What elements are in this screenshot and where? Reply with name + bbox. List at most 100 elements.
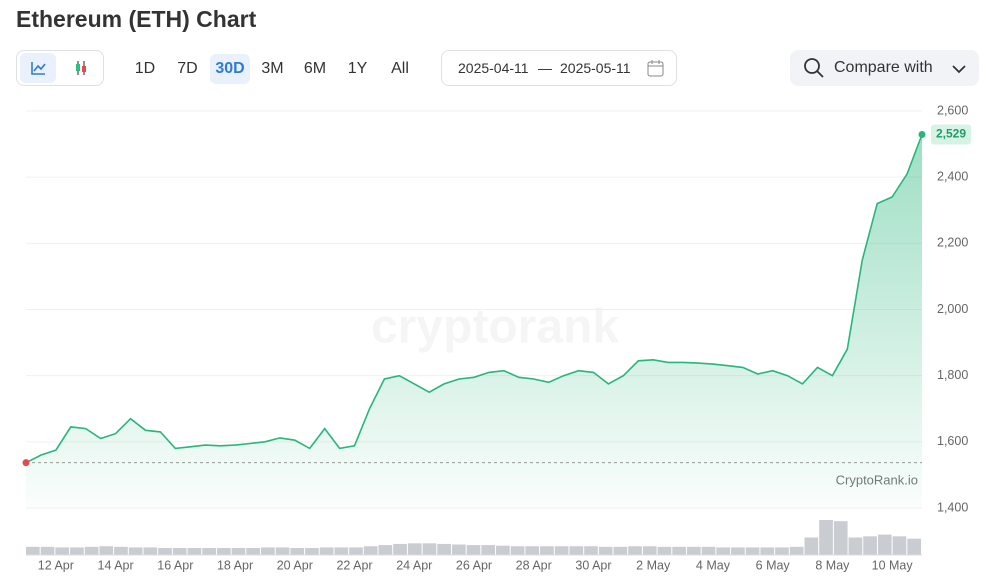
volume-bar (907, 538, 921, 555)
volume-bar (216, 548, 231, 555)
search-icon (804, 58, 824, 78)
volume-bar (437, 543, 451, 555)
x-tick-label: 30 Apr (575, 558, 611, 572)
volume-bar (261, 547, 275, 555)
volume-bar (584, 546, 598, 555)
volume-bar (422, 543, 437, 555)
volume-bar (657, 546, 672, 555)
volume-bar (231, 548, 246, 555)
x-tick-label: 28 Apr (516, 558, 552, 572)
volume-bar (877, 534, 892, 555)
x-tick-label: 14 Apr (98, 558, 134, 572)
volume-bar (496, 545, 510, 555)
volume-bar (451, 544, 466, 555)
x-tick-label: 26 Apr (456, 558, 492, 572)
x-tick-label: 16 Apr (157, 558, 193, 572)
volume-bar (789, 546, 804, 555)
y-tick-label: 1,400 (937, 500, 968, 514)
volume-bar (569, 546, 584, 555)
date-separator: — (538, 60, 552, 76)
volume-bar (892, 536, 907, 555)
volume-bar (172, 548, 187, 555)
volume-bar (363, 546, 378, 555)
volume-bar (114, 546, 128, 555)
volume-bar (628, 546, 642, 555)
volume-bar (745, 547, 760, 555)
volume-bar (202, 548, 216, 555)
watermark: cryptorank (371, 301, 619, 354)
volume-bar (540, 546, 554, 555)
range-button[interactable]: 6M (303, 60, 327, 77)
volume-bar (672, 546, 686, 555)
volume-bar (55, 547, 70, 555)
volume-bar (158, 548, 172, 555)
range-button[interactable]: 3M (261, 60, 284, 77)
last-badge (931, 124, 971, 145)
volume-bar (554, 546, 569, 555)
x-tick-label: 20 Apr (277, 558, 313, 572)
volume-bar (378, 545, 393, 555)
start-dot (22, 459, 30, 467)
chart-type-switch (16, 50, 104, 86)
volume-bar (686, 546, 701, 555)
volume-bar (525, 546, 540, 555)
x-tick-label: 2 May (636, 558, 671, 572)
volume-bar (187, 548, 202, 555)
x-tick-label: 18 Apr (217, 558, 253, 572)
date-from: 2025-04-11 (458, 60, 529, 76)
volume-bar (290, 548, 305, 555)
range-button[interactable]: 30D (210, 54, 250, 84)
date-range[interactable]: 2025-04-11 — 2025-05-11 (441, 50, 677, 86)
calendar-icon (647, 60, 664, 77)
x-tick-label: 4 May (696, 558, 731, 572)
date-to: 2025-05-11 (560, 60, 631, 76)
area (26, 134, 922, 508)
range-button[interactable]: 1D (134, 60, 156, 77)
volume-bar (466, 545, 481, 555)
y-tick-label: 2,200 (937, 236, 968, 250)
volume-bar (731, 547, 745, 555)
x-tick-label: 12 Apr (38, 558, 74, 572)
volume-bar (99, 546, 114, 555)
y-tick-label: 2,000 (937, 302, 968, 316)
title: Ethereum (ETH) Chart (16, 6, 257, 32)
volume-bar (143, 547, 158, 555)
compare-button[interactable]: Compare with (790, 50, 979, 86)
volume-bar (275, 547, 290, 555)
volume-bar (246, 548, 261, 555)
volume-bar (804, 537, 819, 555)
volume-bar (305, 548, 319, 555)
volume-bar (26, 546, 40, 555)
range-button[interactable]: All (391, 60, 409, 77)
x-tick-label: 6 May (756, 558, 791, 572)
volume-bar (775, 547, 789, 555)
volume-bar (819, 520, 833, 555)
credit: CryptoRank.io (836, 472, 918, 487)
volume-bar (833, 521, 848, 555)
last-dot (918, 130, 926, 138)
line-chart-button[interactable] (20, 53, 56, 83)
volume-bar (510, 546, 525, 555)
volume-bar (863, 536, 877, 555)
range-button[interactable]: 7D (177, 60, 198, 77)
volume-bar (70, 547, 84, 555)
volume-bar (84, 546, 99, 555)
volume-bar (613, 546, 628, 555)
volume-bar (349, 547, 363, 555)
range-button[interactable]: 1Y (347, 60, 368, 77)
x-tick-label: 22 Apr (336, 558, 372, 572)
volume-bar (481, 545, 496, 555)
y-tick-label: 1,600 (937, 434, 968, 448)
y-tick-label: 2,400 (937, 169, 968, 183)
price-line (25, 134, 923, 464)
x-tick-label: 24 Apr (396, 558, 432, 572)
candle-chart-button[interactable] (63, 53, 99, 83)
volume-bar (128, 547, 143, 555)
x-tick-label: 10 May (872, 558, 914, 572)
last-value-label: 2,529 (936, 127, 966, 141)
volume-bar (319, 547, 334, 555)
x-tick-label: 8 May (815, 558, 850, 572)
y-tick-label: 1,800 (937, 368, 968, 382)
